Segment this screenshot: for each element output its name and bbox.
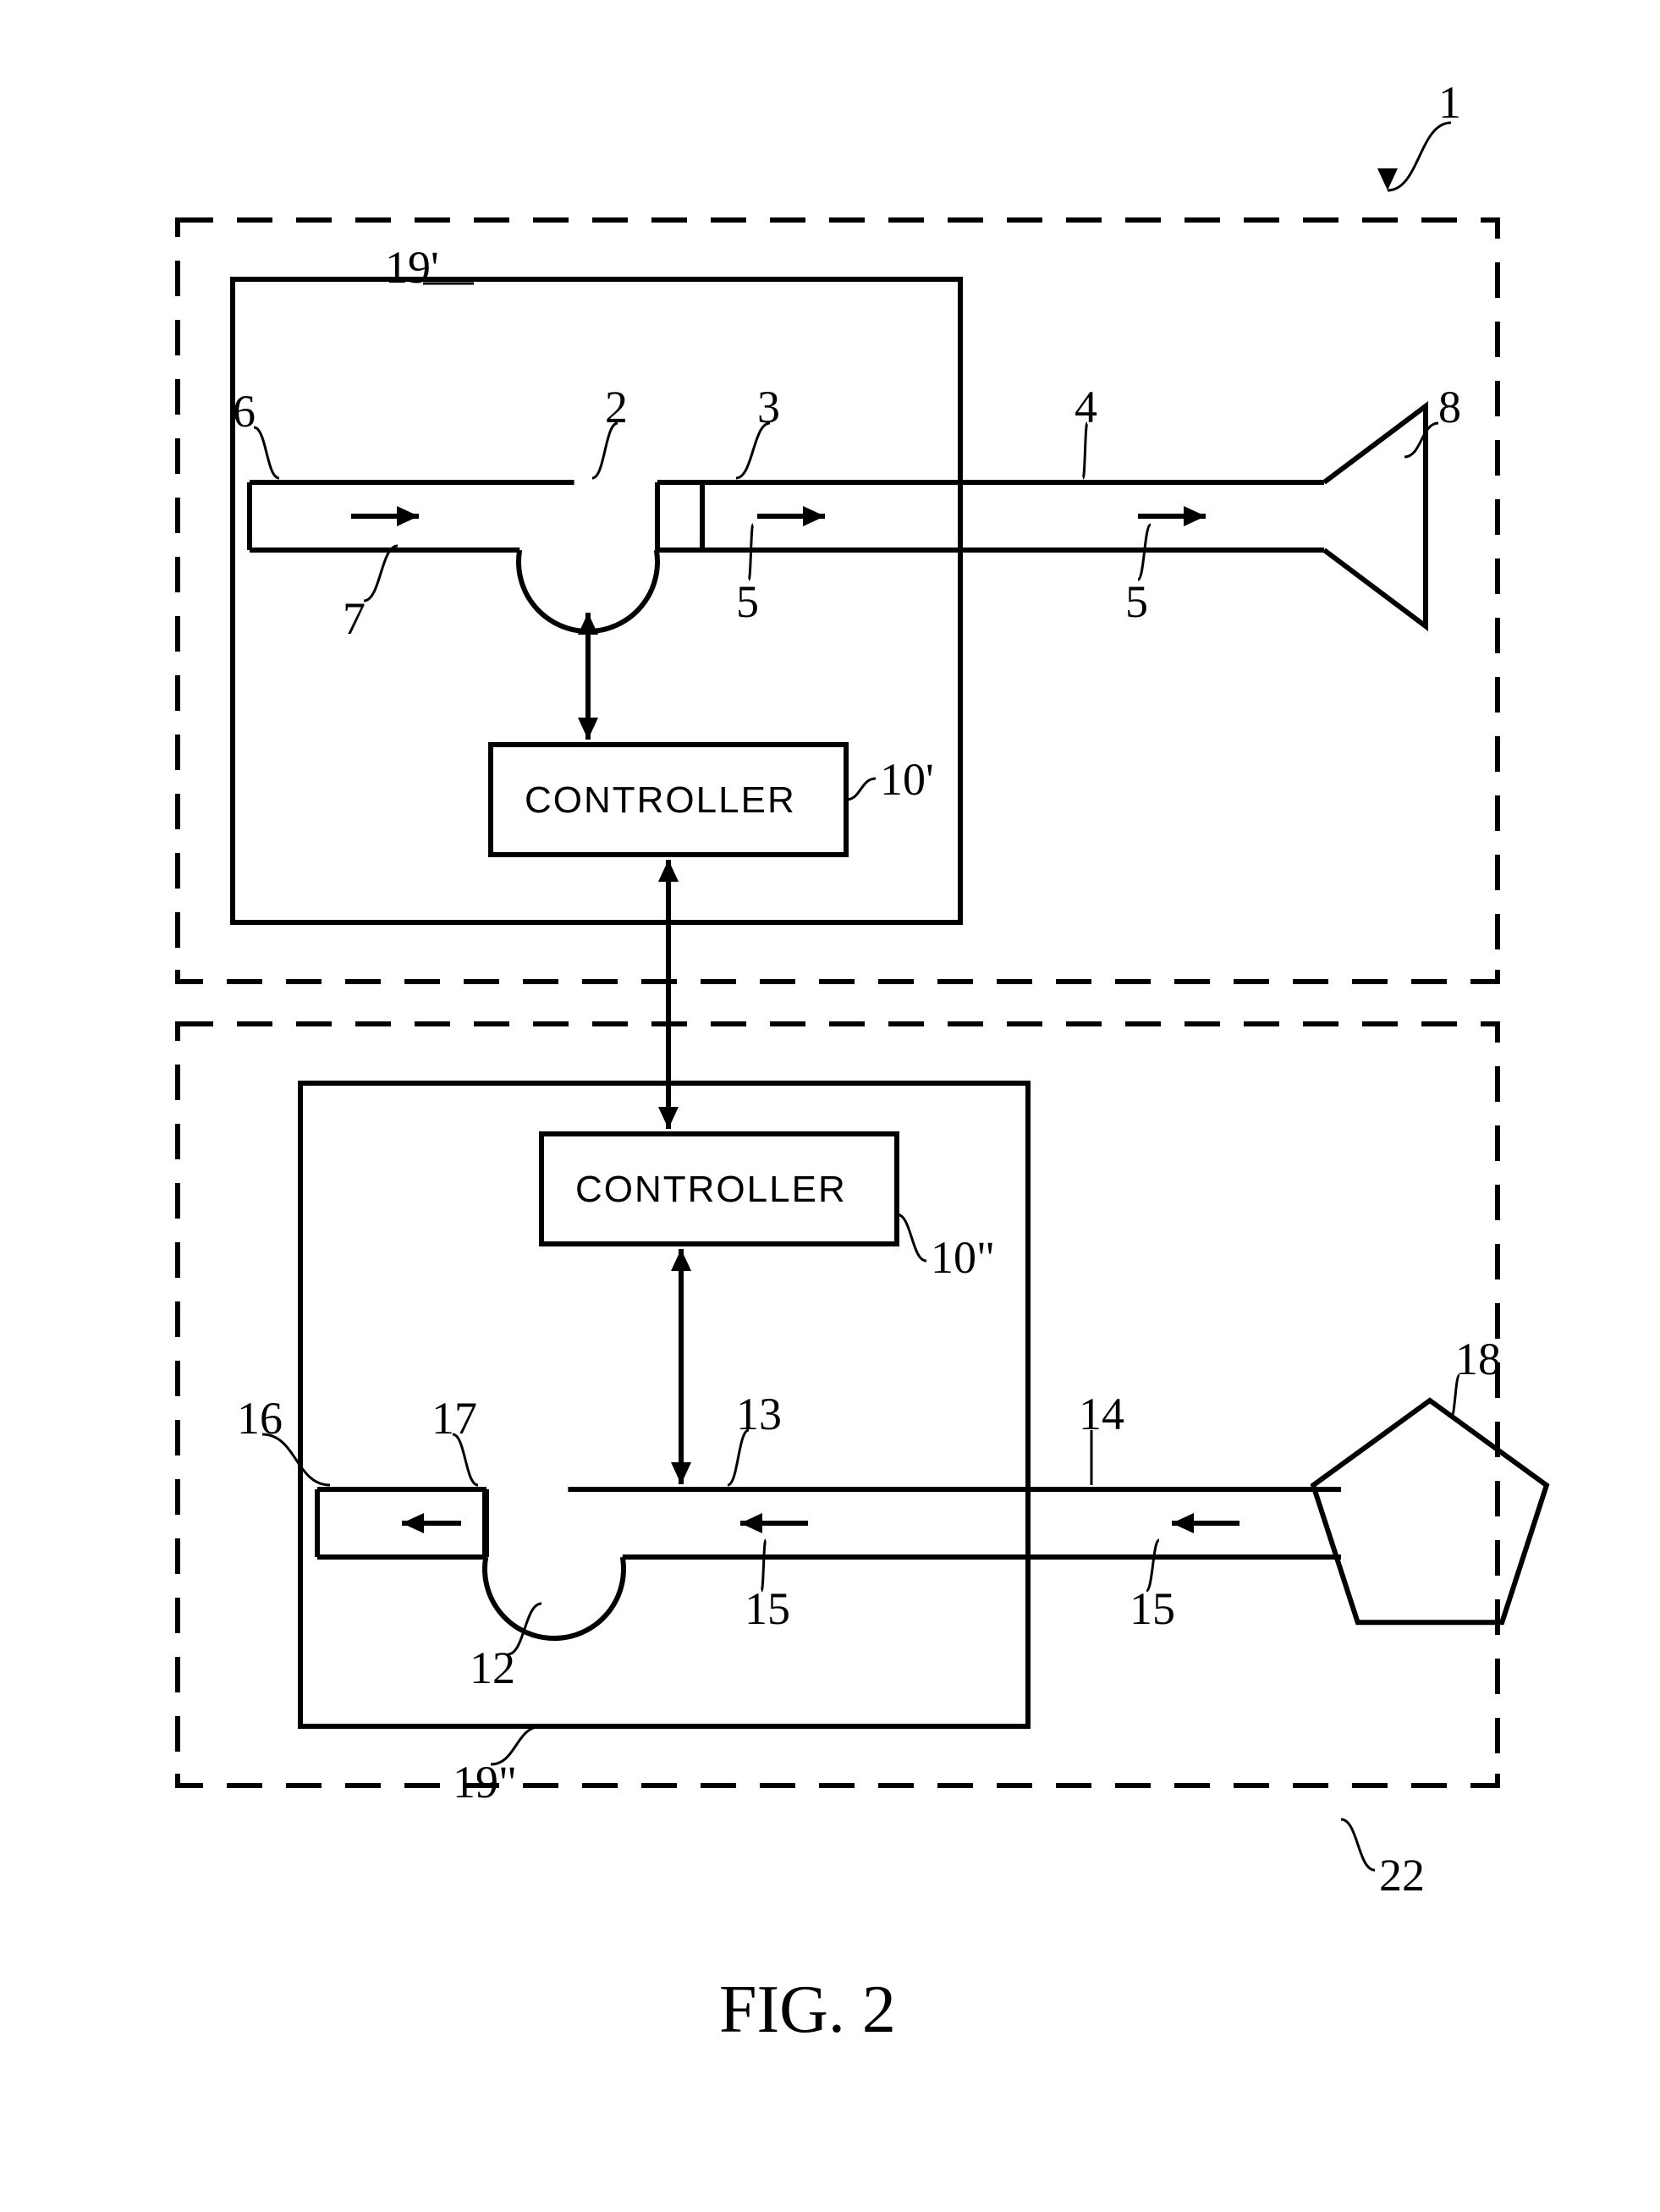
figure-label: FIG. 2 xyxy=(719,1972,896,2049)
ref-22: 22 xyxy=(1379,1849,1425,1901)
ref-4: 4 xyxy=(1075,381,1097,433)
ref-13: 13 xyxy=(736,1388,782,1440)
ref-18: 18 xyxy=(1455,1333,1501,1385)
ref-2: 2 xyxy=(605,381,628,433)
controller-bottom-label: CONTROLLER xyxy=(575,1169,847,1211)
ref-15b: 15 xyxy=(1130,1582,1175,1635)
ref-10p: 10' xyxy=(880,753,934,806)
ref-8: 8 xyxy=(1438,381,1461,433)
ref-12: 12 xyxy=(470,1642,515,1694)
ref-19p: 19' xyxy=(385,241,439,294)
ref-17: 17 xyxy=(431,1392,477,1444)
ref-15a: 15 xyxy=(745,1582,790,1635)
controller-top-label: CONTROLLER xyxy=(525,779,796,822)
ref-3: 3 xyxy=(757,381,780,433)
ref-1: 1 xyxy=(1438,76,1461,129)
ref-10pp: 10" xyxy=(931,1231,995,1284)
ref-5a: 5 xyxy=(736,575,759,628)
ref-16: 16 xyxy=(237,1392,283,1444)
ref-19pp: 19" xyxy=(453,1756,517,1808)
ref-14: 14 xyxy=(1079,1388,1124,1440)
ref-6: 6 xyxy=(233,385,256,437)
figure-2: CONTROLLER CONTROLLER 1 2 3 4 5 5 6 7 8 … xyxy=(0,0,1660,2212)
ref-5b: 5 xyxy=(1125,575,1148,628)
ref-7: 7 xyxy=(343,592,366,645)
